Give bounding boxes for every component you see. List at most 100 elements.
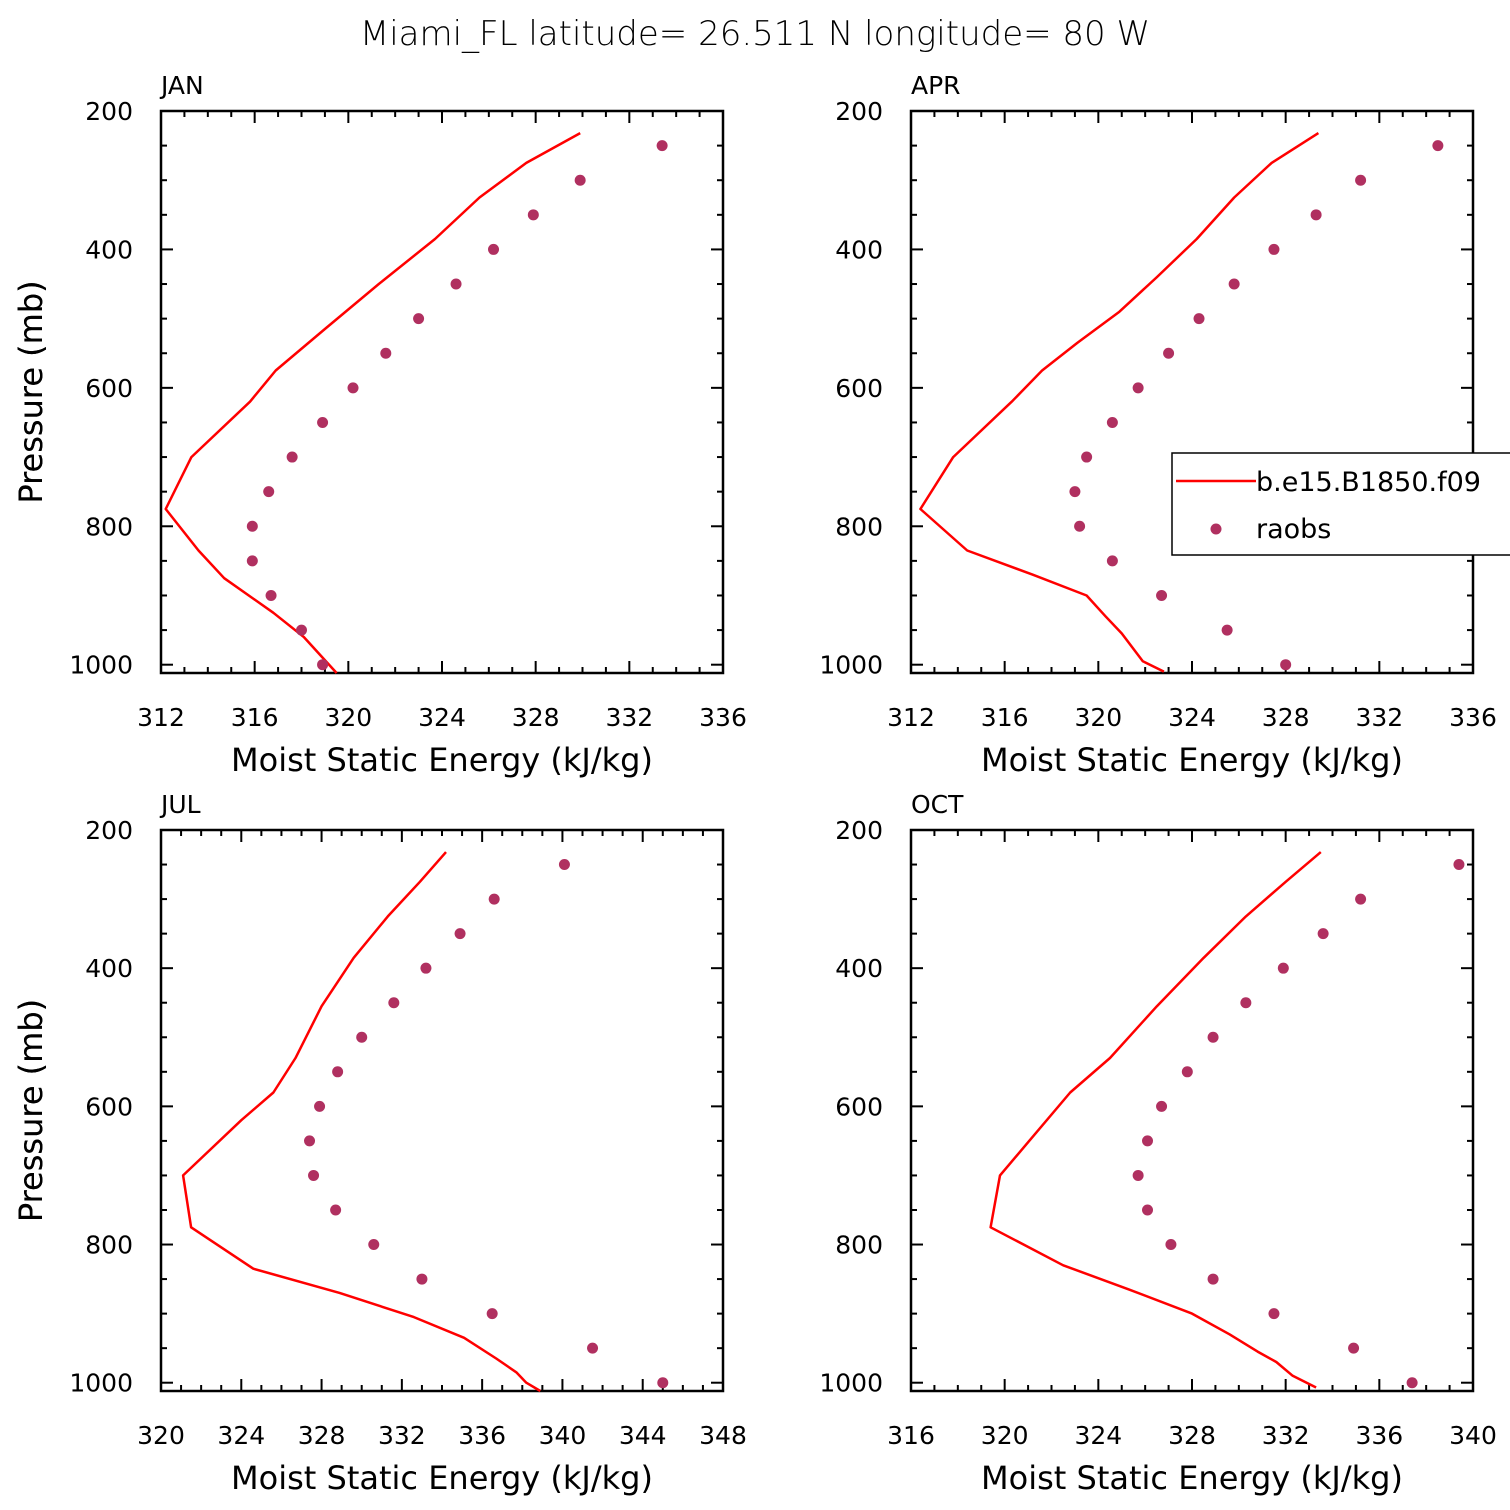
raobs-point [1132, 1169, 1144, 1181]
x-tick-label: 320 [1074, 703, 1122, 732]
raobs-point [356, 1031, 368, 1043]
x-tick-label: 320 [137, 1421, 185, 1450]
x-axis-label: Moist Static Energy (kJ/kg) [981, 741, 1403, 779]
raobs-point [1132, 382, 1144, 394]
legend-frame [1171, 452, 1510, 556]
y-tick-label: 800 [85, 1231, 133, 1260]
y-tick-label: 400 [85, 954, 133, 983]
raobs-point [1074, 520, 1086, 532]
raobs-point [1181, 1066, 1193, 1078]
raobs-point [1348, 1342, 1360, 1354]
plot-frame [909, 109, 1475, 675]
y-axis-label: Pressure (mb) [12, 999, 50, 1222]
plot-frame [159, 109, 725, 675]
x-tick-label: 344 [619, 1421, 667, 1450]
y-tick-label: 200 [85, 97, 133, 126]
panel-apr: 312 316 320 324 328 332 336 200 400 600 800 1000 APR… [12, 71, 1497, 779]
raobs-point [1142, 1204, 1154, 1216]
raobs-point [450, 278, 462, 290]
panel-month-label: APR [911, 71, 961, 100]
x-tick-label: 316 [231, 703, 279, 732]
raobs-point [1453, 859, 1465, 871]
x-axis-label: Moist Static Energy (kJ/kg) [231, 1459, 653, 1497]
panels: 312 316 320 324 328 332 336 200 400 600 800 1000 JAN… [12, 71, 1497, 1497]
raobs-point [1277, 962, 1289, 974]
y-tick-label: 600 [85, 374, 133, 403]
raobs-point [304, 1135, 316, 1147]
y-tick-label: 600 [835, 1092, 883, 1121]
x-tick-label: 328 [1168, 1421, 1216, 1450]
raobs-point [657, 1377, 669, 1389]
y-axis-label: Pressure (mb) [12, 999, 50, 1222]
raobs-point [263, 486, 275, 498]
raobs-point [1156, 589, 1168, 601]
raobs-point [246, 520, 258, 532]
raobs-point [1081, 451, 1093, 463]
x-tick-label: 332 [378, 1421, 426, 1450]
raobs-point [1406, 1377, 1418, 1389]
y-tick-label: 1000 [819, 1369, 883, 1398]
x-tick-label: 328 [298, 1421, 346, 1450]
legend-marker-swatch [1210, 523, 1222, 535]
raobs-point [317, 659, 329, 671]
raobs-point [1228, 278, 1240, 290]
x-tick-label: 324 [217, 1421, 265, 1450]
x-axis-label: Moist Static Energy (kJ/kg) [231, 741, 653, 779]
raobs-point [1310, 209, 1322, 221]
y-axis-label: Pressure (mb) [12, 280, 50, 503]
raobs-point [368, 1239, 380, 1251]
raobs-point [246, 555, 258, 567]
x-tick-label: 324 [1168, 703, 1216, 732]
legend: b.e15.B1850.f09 raobs [1171, 452, 1510, 556]
x-tick-label: 340 [1449, 1421, 1497, 1450]
raobs-point [527, 209, 539, 221]
raobs-point [413, 313, 425, 325]
raobs-point [308, 1169, 320, 1181]
x-tick-label: 332 [1262, 1421, 1310, 1450]
y-tick-label: 800 [835, 512, 883, 541]
raobs-point [1165, 1239, 1177, 1251]
x-tick-label: 348 [699, 1421, 747, 1450]
x-tick-label: 324 [1074, 1421, 1122, 1450]
model-line [919, 132, 1320, 673]
panel-jan: 312 316 320 324 328 332 336 200 400 600 800 1000 JAN… [12, 71, 747, 779]
raobs-point [587, 1342, 599, 1354]
raobs-point [1163, 347, 1175, 359]
raobs-point [332, 1066, 344, 1078]
raobs-point [1317, 928, 1329, 940]
x-tick-label: 320 [981, 1421, 1029, 1450]
legend-label-raobs: raobs [1256, 514, 1331, 545]
y-tick-label: 400 [835, 235, 883, 264]
raobs-point [330, 1204, 342, 1216]
raobs-point [1142, 1135, 1154, 1147]
x-tick-label: 316 [981, 703, 1029, 732]
panel-month-label: JUL [159, 790, 201, 819]
raobs-point [1106, 555, 1118, 567]
panel-oct: 316 320 324 328 332 336 340 200 400 600 800 1000 OCT… [12, 790, 1497, 1497]
figure-title: Miami_FL latitude= 26.511 N longitude= 8… [360, 14, 1150, 54]
raobs-point [1193, 313, 1205, 325]
raobs-point [1156, 1100, 1168, 1112]
x-tick-label: 312 [887, 703, 935, 732]
raobs-point [388, 997, 400, 1009]
panel-month-label: OCT [911, 790, 964, 819]
y-tick-label: 800 [835, 1231, 883, 1260]
legend-label-model: b.e15.B1850.f09 [1256, 467, 1481, 498]
raobs-point [416, 1273, 428, 1285]
model-line [989, 851, 1322, 1389]
y-tick-label: 600 [835, 374, 883, 403]
x-tick-label: 316 [887, 1421, 935, 1450]
raobs-point [1280, 659, 1292, 671]
y-axis-label: Pressure (mb) [12, 280, 50, 503]
y-tick-label: 600 [85, 1092, 133, 1121]
raobs-point [1268, 1308, 1280, 1320]
raobs-point [486, 1308, 498, 1320]
y-tick-label: 1000 [69, 1369, 133, 1398]
raobs-point [1207, 1273, 1219, 1285]
raobs-point [420, 962, 432, 974]
y-tick-label: 800 [85, 512, 133, 541]
raobs-point [656, 140, 668, 152]
x-tick-label: 336 [1355, 1421, 1403, 1450]
raobs-point [574, 174, 586, 186]
